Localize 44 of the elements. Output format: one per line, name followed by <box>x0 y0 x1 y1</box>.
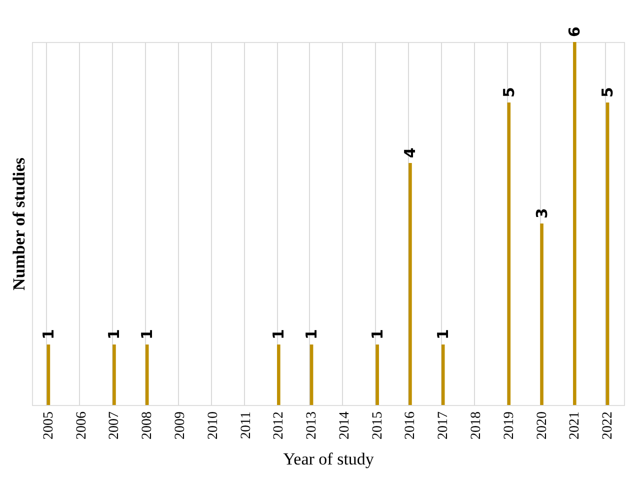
bar <box>376 344 379 405</box>
data-label: 1 <box>39 329 58 340</box>
x-tick-label: 2012 <box>272 412 287 440</box>
data-label: 1 <box>105 329 124 340</box>
x-tick-label: 2009 <box>173 412 188 440</box>
data-label: 5 <box>500 87 518 98</box>
bar <box>46 344 50 405</box>
x-tick-label: 2018 <box>469 412 484 440</box>
data-label: 1 <box>434 329 452 340</box>
data-label: 1 <box>138 329 156 340</box>
data-label: 1 <box>302 329 321 340</box>
data-label: 6 <box>566 26 584 37</box>
x-tick-label: 2017 <box>436 412 452 440</box>
bar <box>441 344 445 405</box>
data-label: 5 <box>598 87 617 98</box>
x-tick-label: 2020 <box>534 412 550 440</box>
x-tick-label: 2005 <box>41 412 56 440</box>
data-label: 1 <box>368 329 386 340</box>
bar <box>145 344 149 405</box>
bar <box>277 344 280 405</box>
x-tick-label: 2013 <box>304 412 320 440</box>
data-label: 3 <box>532 208 551 218</box>
y-axis-title: Number of studies <box>10 157 28 290</box>
x-tick-label: 2006 <box>74 412 90 440</box>
bar <box>507 102 511 405</box>
x-tick-label: 2010 <box>206 412 221 440</box>
data-label: 1 <box>270 329 288 340</box>
x-tick-label: 2022 <box>600 412 616 440</box>
data-label: 4 <box>401 148 420 158</box>
bar <box>606 102 610 405</box>
x-tick-label: 2015 <box>370 412 386 440</box>
x-tick-label: 2019 <box>502 412 517 440</box>
x-axis-title: Year of study <box>283 450 374 468</box>
x-tick-label: 2016 <box>403 412 418 440</box>
x-tick-label: 2007 <box>107 412 122 440</box>
bar <box>573 42 576 405</box>
bar <box>310 344 314 405</box>
bar <box>408 163 412 405</box>
x-tick-label: 2014 <box>337 412 352 440</box>
x-tick-label: 2011 <box>238 412 254 439</box>
x-tick-label: 2021 <box>568 412 583 440</box>
bar <box>540 224 544 405</box>
x-tick-label: 2008 <box>140 412 156 440</box>
bar <box>112 344 116 405</box>
